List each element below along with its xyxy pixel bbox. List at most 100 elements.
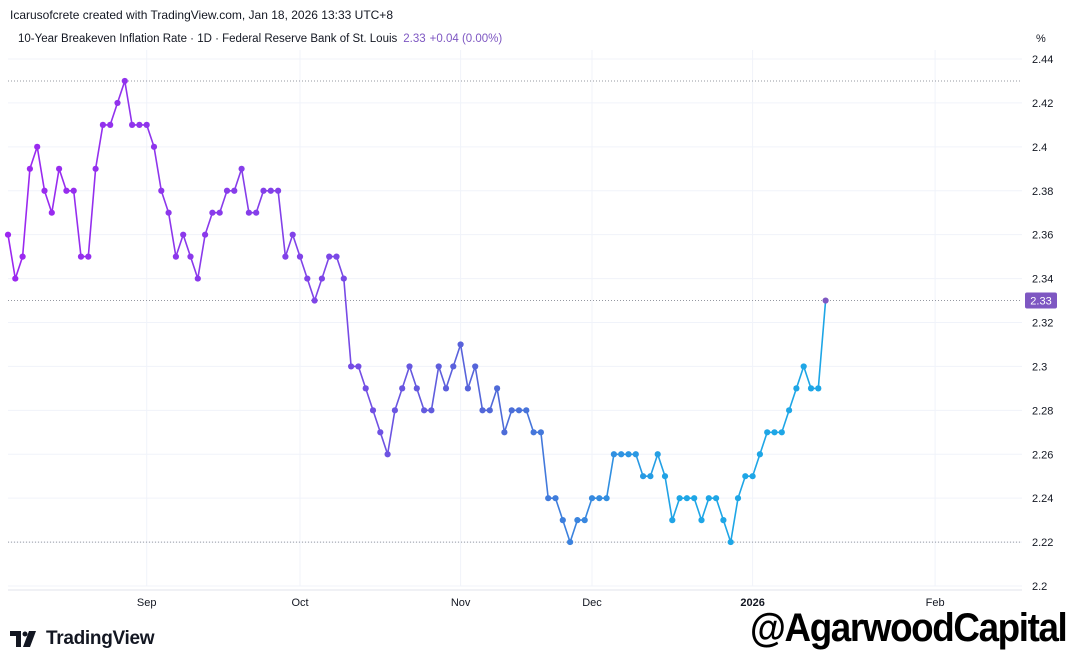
y-tick-label: 2.28: [1032, 405, 1053, 417]
data-point: [340, 275, 347, 282]
data-point: [311, 297, 318, 304]
tradingview-logo-icon: [10, 631, 36, 647]
data-point: [333, 253, 340, 260]
data-point: [121, 77, 128, 85]
data-point: [734, 495, 742, 502]
legend-change: +0.04 (0.00%): [429, 33, 503, 45]
data-point: [231, 187, 238, 194]
data-point: [12, 275, 19, 282]
data-point: [479, 407, 486, 414]
data-point: [786, 407, 793, 414]
series-polyline: [7, 80, 827, 543]
data-point: [377, 429, 384, 436]
data-point: [530, 429, 537, 436]
data-point: [348, 363, 355, 370]
data-point: [771, 429, 778, 436]
data-point: [238, 165, 245, 172]
price-scale-unit: %: [1036, 33, 1046, 45]
data-point: [720, 517, 727, 524]
data-point: [625, 451, 632, 458]
data-point: [749, 473, 756, 480]
data-point: [384, 451, 391, 458]
series-legend[interactable]: 10-Year Breakeven Inflation Rate · 1D · …: [18, 33, 502, 45]
data-point: [70, 187, 77, 194]
reference-lines: [8, 80, 1022, 543]
data-point: [472, 363, 479, 370]
data-point: [326, 253, 333, 260]
series-points: [4, 77, 829, 546]
y-tick-label: 2.24: [1032, 493, 1053, 505]
data-point: [187, 253, 194, 260]
data-point: [399, 385, 406, 392]
data-point: [457, 341, 464, 348]
data-point: [304, 275, 311, 282]
data-point: [807, 385, 815, 392]
data-point: [275, 187, 282, 194]
tradingview-wordmark: TradingView: [46, 628, 155, 649]
data-point: [632, 451, 639, 458]
data-point: [640, 473, 647, 480]
data-point: [727, 538, 734, 546]
data-point: [19, 253, 26, 260]
data-point: [180, 231, 187, 238]
data-point: [683, 495, 691, 502]
data-point: [245, 209, 252, 216]
data-point: [501, 429, 508, 436]
data-point: [282, 253, 289, 260]
data-point: [107, 121, 114, 128]
data-point: [464, 385, 471, 392]
data-point: [647, 473, 654, 480]
y-tick-label: 2.34: [1032, 274, 1053, 286]
data-point: [756, 451, 764, 458]
data-point: [494, 385, 501, 392]
data-point: [698, 517, 705, 524]
data-point: [559, 517, 566, 524]
data-point: [545, 495, 552, 502]
data-point: [581, 517, 588, 524]
data-point: [77, 253, 85, 260]
data-point: [165, 209, 172, 216]
data-point: [691, 495, 698, 502]
series-line: [7, 80, 827, 543]
data-point: [822, 297, 829, 304]
data-point: [574, 517, 581, 524]
data-point: [48, 209, 55, 216]
data-point: [318, 275, 325, 282]
data-point: [669, 517, 676, 524]
tradingview-brand[interactable]: TradingView: [10, 628, 155, 650]
data-point: [450, 363, 457, 370]
data-point: [99, 121, 106, 128]
x-tick-label: Nov: [451, 597, 471, 609]
data-point: [158, 187, 165, 194]
data-point: [56, 165, 63, 172]
data-point: [202, 231, 209, 238]
data-point: [435, 363, 442, 370]
data-point: [442, 385, 450, 392]
data-point: [223, 187, 231, 194]
data-point: [793, 385, 800, 392]
y-tick-label: 2.36: [1032, 230, 1053, 242]
price-axis[interactable]: 2.44 2.42 2.4 2.38 2.36 2.34 2.32 2.3 2.28 2.26 2.…: [1032, 54, 1053, 593]
data-point: [428, 407, 435, 414]
data-point: [515, 407, 523, 414]
x-tick-label: 2026: [740, 597, 764, 609]
data-point: [654, 451, 661, 458]
data-point: [421, 407, 428, 414]
x-tick-label: Oct: [291, 597, 308, 609]
time-axis[interactable]: Sep Oct Nov Dec 2026 Feb: [137, 597, 945, 609]
last-value-text: 2.33: [1030, 296, 1051, 308]
data-point: [26, 165, 33, 172]
data-point: [194, 275, 201, 282]
data-point: [362, 385, 369, 392]
data-point: [114, 99, 121, 107]
data-point: [260, 187, 267, 194]
data-point: [508, 407, 515, 414]
legend-value: 2.33: [403, 33, 426, 45]
data-point: [486, 407, 493, 414]
data-point: [713, 495, 720, 502]
x-tick-label: Feb: [926, 597, 945, 609]
y-tick-label: 2.26: [1032, 449, 1053, 461]
data-point: [676, 495, 683, 502]
grid: [8, 50, 1022, 591]
